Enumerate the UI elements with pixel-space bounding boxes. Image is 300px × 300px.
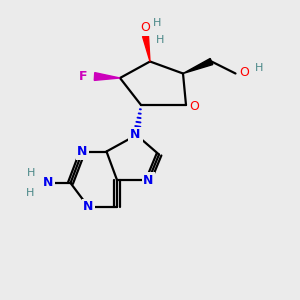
Text: N: N (143, 173, 154, 187)
Text: N: N (43, 176, 53, 189)
Text: O: O (240, 66, 249, 80)
Text: O: O (190, 100, 199, 113)
Text: N: N (130, 128, 140, 142)
Text: O: O (141, 21, 150, 34)
Text: H: H (26, 188, 34, 199)
Polygon shape (142, 35, 150, 62)
Text: H: H (255, 63, 263, 73)
Text: N: N (83, 200, 94, 214)
Text: H: H (156, 35, 165, 45)
Polygon shape (94, 73, 120, 80)
Text: H: H (27, 167, 36, 178)
Text: N: N (131, 128, 142, 142)
Text: F: F (79, 70, 88, 83)
Text: N: N (77, 145, 88, 158)
Polygon shape (183, 58, 213, 74)
Text: H: H (152, 17, 161, 28)
